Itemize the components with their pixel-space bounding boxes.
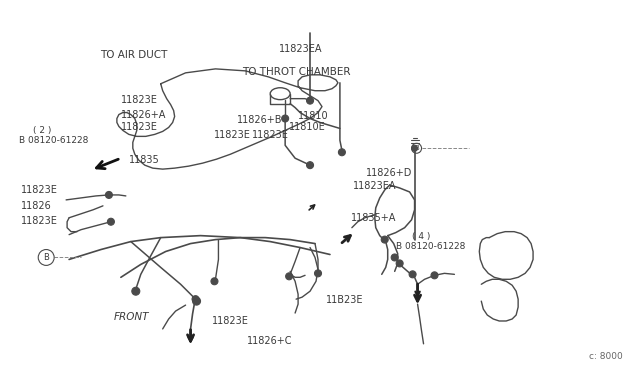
Text: B 08120-61228: B 08120-61228	[19, 137, 88, 145]
Text: ( 4 ): ( 4 )	[412, 232, 431, 241]
Text: 11826: 11826	[20, 201, 51, 211]
Text: c: 8000: c: 8000	[589, 352, 623, 361]
Text: 11810E: 11810E	[289, 122, 326, 132]
Text: 11826+C: 11826+C	[246, 336, 292, 346]
Circle shape	[211, 278, 218, 285]
Text: TO AIR DUCT: TO AIR DUCT	[100, 50, 168, 60]
Circle shape	[314, 270, 321, 277]
Text: 11835+A: 11835+A	[351, 214, 396, 224]
Circle shape	[396, 260, 403, 267]
Text: 11823EA: 11823EA	[353, 181, 397, 191]
Text: 11826+B: 11826+B	[237, 115, 283, 125]
Text: 11823E: 11823E	[121, 95, 158, 105]
Circle shape	[108, 218, 115, 225]
Circle shape	[381, 236, 388, 243]
Text: TO THROT CHAMBER: TO THROT CHAMBER	[243, 67, 351, 77]
Text: 11810: 11810	[298, 111, 328, 121]
Text: 11823E: 11823E	[20, 216, 58, 226]
Circle shape	[132, 287, 140, 295]
Text: 11823EA: 11823EA	[278, 44, 322, 54]
Text: FRONT: FRONT	[114, 312, 150, 322]
Text: 11826+A: 11826+A	[121, 110, 166, 120]
Text: 11835: 11835	[129, 155, 159, 165]
Circle shape	[431, 272, 438, 279]
Circle shape	[192, 296, 199, 303]
Text: 11823E: 11823E	[212, 316, 248, 326]
Circle shape	[412, 145, 417, 151]
Text: 11823E: 11823E	[252, 130, 289, 140]
Text: 11823E: 11823E	[121, 122, 158, 132]
Text: 11826+D: 11826+D	[366, 168, 412, 178]
Circle shape	[391, 254, 398, 261]
Circle shape	[193, 297, 200, 305]
Text: 11823E: 11823E	[20, 185, 58, 195]
Circle shape	[409, 271, 416, 278]
Text: 11B23E: 11B23E	[326, 295, 364, 305]
Text: ( 2 ): ( 2 )	[33, 126, 52, 135]
Text: B 08120-61228: B 08120-61228	[396, 243, 466, 251]
Circle shape	[285, 273, 292, 280]
Circle shape	[307, 97, 314, 104]
Circle shape	[307, 162, 314, 169]
Circle shape	[339, 149, 346, 156]
Text: B: B	[44, 253, 49, 262]
Circle shape	[106, 192, 113, 198]
Text: B: B	[414, 145, 419, 151]
Text: 11823E: 11823E	[214, 130, 250, 140]
Circle shape	[282, 115, 289, 122]
